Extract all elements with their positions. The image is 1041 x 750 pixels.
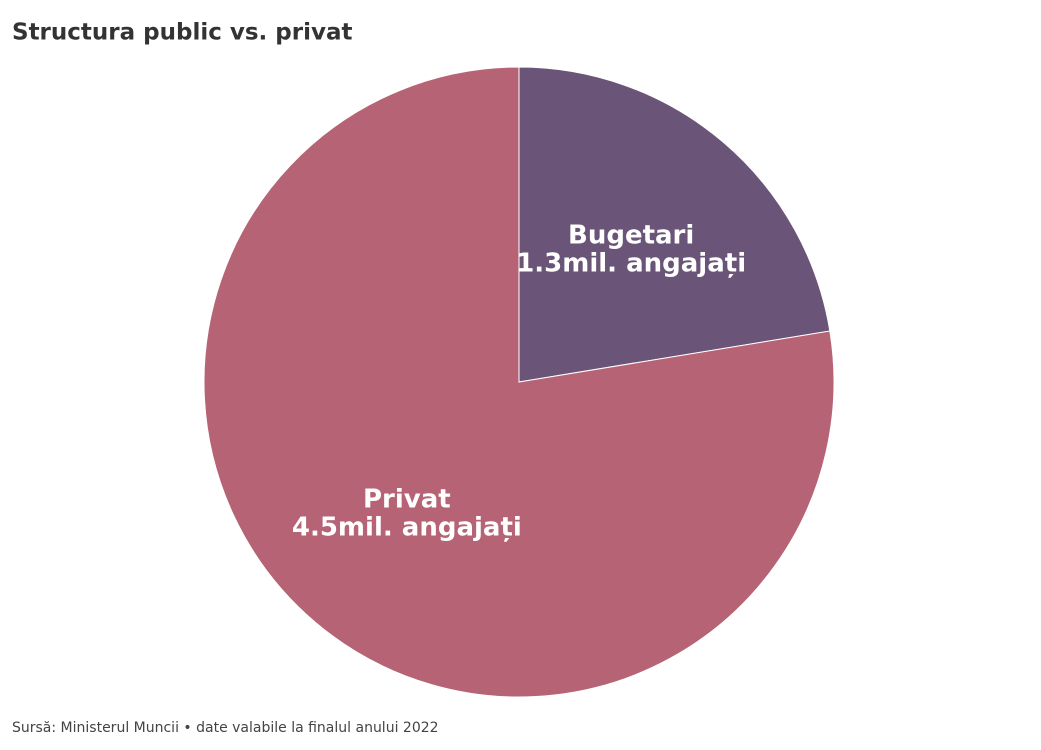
source-note: Sursă: Ministerul Muncii • date valabile… — [12, 720, 439, 736]
slice-value-label: 1.3mil. angajați — [516, 248, 746, 278]
pie-slice — [203, 66, 835, 698]
slice-label: Privat — [363, 485, 451, 515]
chart-title: Structura public vs. privat — [12, 20, 353, 46]
slice-value-label: 4.5mil. angajați — [292, 513, 522, 543]
slice-label: Bugetari — [568, 220, 694, 250]
pie-slice — [518, 66, 831, 383]
